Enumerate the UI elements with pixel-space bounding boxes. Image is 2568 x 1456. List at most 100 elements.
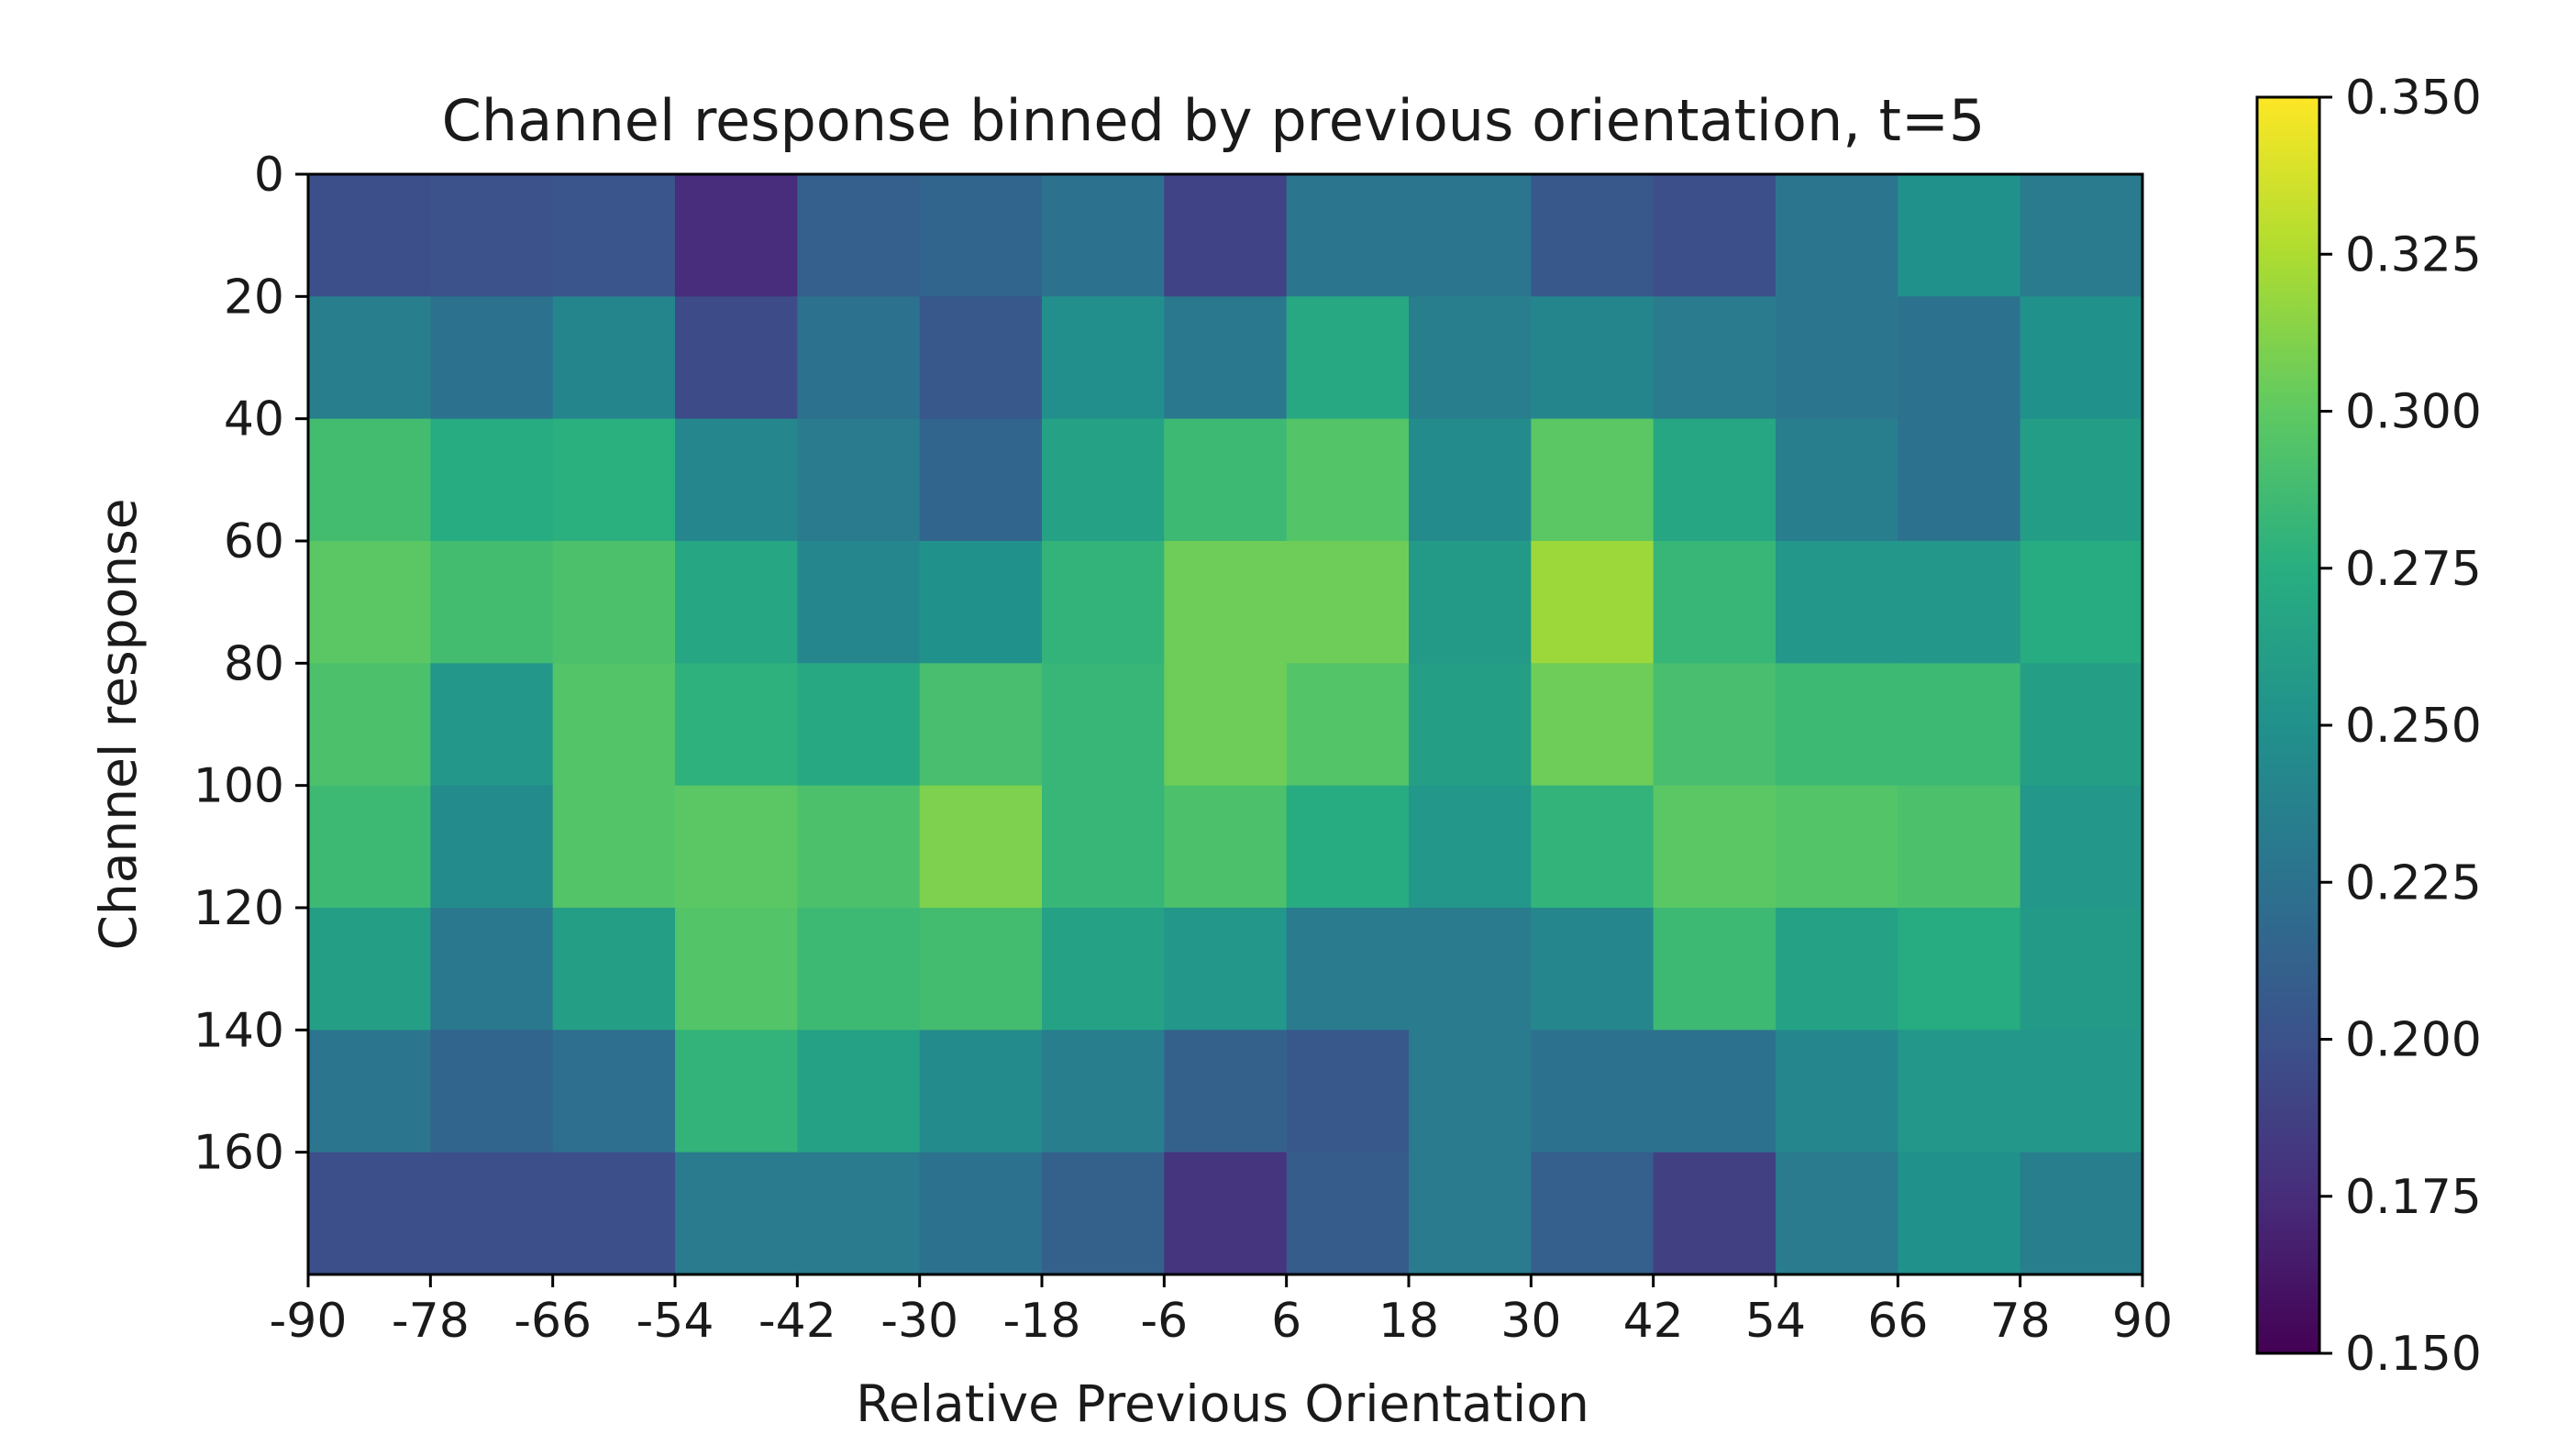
colorbar-tick-label: 0.300	[2345, 385, 2482, 440]
heatmap-cell	[1898, 785, 2021, 909]
heatmap-cell	[1531, 1030, 1655, 1153]
heatmap-cell	[1776, 785, 1898, 909]
y-tick-label: 40	[224, 392, 284, 447]
heatmap-cell	[308, 663, 431, 787]
heatmap-cell	[1164, 174, 1288, 297]
heatmap-cell	[1409, 908, 1532, 1031]
heatmap-cell	[919, 785, 1043, 909]
colorbar-tick-label: 0.150	[2345, 1327, 2482, 1382]
y-axis: 0 20 40 60 80 100 120 140 160	[194, 148, 308, 1181]
x-tick-label: -30	[880, 1294, 958, 1349]
heatmap-cell	[675, 1030, 798, 1153]
heatmap-cell	[1042, 785, 1165, 909]
heatmap-cell	[797, 1152, 921, 1275]
heatmap-cell	[1164, 908, 1288, 1031]
heatmap-cell	[1286, 908, 1410, 1031]
heatmap-cell	[1409, 296, 1532, 420]
heatmap-cell	[1164, 418, 1288, 542]
colorbar	[2255, 95, 2321, 1355]
heatmap-cell	[1409, 174, 1532, 297]
heatmap-cell	[797, 1030, 921, 1153]
heatmap-cell	[1898, 541, 2021, 664]
heatmap-cell	[675, 908, 798, 1031]
x-tick-label: -18	[1003, 1294, 1081, 1349]
heatmap-cell	[552, 296, 676, 420]
heatmap-cell	[1531, 174, 1655, 297]
heatmap-cell	[308, 296, 431, 420]
x-tick-label: 54	[1745, 1294, 1806, 1349]
heatmap-cell	[1409, 785, 1532, 909]
plot-frame	[306, 172, 2144, 1276]
colorbar-tick-label: 0.200	[2345, 1013, 2482, 1068]
x-tick-label: -78	[392, 1294, 470, 1349]
x-axis-label: Relative Previous Orientation	[856, 1374, 1589, 1433]
heatmap-cell	[2020, 1030, 2143, 1153]
heatmap-cell	[1531, 541, 1655, 664]
heatmap-cell	[430, 296, 554, 420]
heatmap-cell	[1164, 1152, 1288, 1275]
heatmap-cell	[2020, 908, 2143, 1031]
heatmap-cell	[308, 785, 431, 909]
heatmap-cell	[1531, 418, 1655, 542]
heatmap-cell	[1653, 908, 1777, 1031]
heatmap-cell	[552, 1030, 676, 1153]
heatmap-cell	[1653, 296, 1777, 420]
y-tick-label: 100	[194, 759, 284, 814]
heatmap-cell	[552, 418, 676, 542]
heatmap-cell	[1164, 1030, 1288, 1153]
x-tick-label: 30	[1500, 1294, 1561, 1349]
heatmap-cell	[430, 541, 554, 664]
colorbar-tick-label: 0.350	[2345, 71, 2482, 126]
y-axis-label: Channel response	[89, 498, 148, 950]
heatmap-cell	[1653, 418, 1777, 542]
heatmap-cell	[797, 663, 921, 787]
heatmap-cell	[1286, 174, 1410, 297]
heatmap-cell	[1531, 785, 1655, 909]
heatmap-cell	[919, 418, 1043, 542]
heatmap-cell	[2020, 541, 2143, 664]
heatmap-cell	[2020, 663, 2143, 787]
heatmap-cell	[1164, 663, 1288, 787]
colorbar-tick-label: 0.250	[2345, 699, 2482, 754]
heatmap-cell	[1898, 1152, 2021, 1275]
heatmap-cell	[1898, 174, 2021, 297]
x-tick-label: -90	[270, 1294, 348, 1349]
heatmap-cell	[1776, 663, 1898, 787]
heatmap-cell	[1898, 418, 2021, 542]
heatmap-cell	[919, 296, 1043, 420]
heatmap-cell	[308, 908, 431, 1031]
y-tick-label: 60	[224, 514, 284, 569]
x-tick-label: -6	[1140, 1294, 1188, 1349]
heatmap-cell	[919, 1152, 1043, 1275]
heatmap-cell	[675, 174, 798, 297]
heatmap-cell	[1653, 785, 1777, 909]
heatmap-cell	[1409, 663, 1532, 787]
heatmap-cell	[1164, 785, 1288, 909]
heatmap-cell	[797, 418, 921, 542]
heatmap-cell	[430, 174, 554, 297]
heatmap-cell	[1042, 663, 1165, 787]
heatmap-cell	[1286, 663, 1410, 787]
heatmap-cell	[919, 663, 1043, 787]
y-tick-label: 120	[194, 881, 284, 936]
heatmap-cell	[797, 296, 921, 420]
heatmap-cell	[1409, 418, 1532, 542]
x-tick-label: 6	[1271, 1294, 1301, 1349]
heatmap-cell	[430, 785, 554, 909]
heatmap-cell	[2020, 296, 2143, 420]
x-tick-label: 66	[1867, 1294, 1928, 1349]
heatmap-cell	[1042, 296, 1165, 420]
heatmap-cell	[1653, 174, 1777, 297]
heatmap-cell	[919, 174, 1043, 297]
heatmap-cell	[1531, 1152, 1655, 1275]
heatmap-cell	[919, 1030, 1043, 1153]
heatmap-cell	[1653, 541, 1777, 664]
x-tick-label: 78	[1990, 1294, 2051, 1349]
heatmap-cell	[308, 541, 431, 664]
x-tick-label: 42	[1623, 1294, 1684, 1349]
heatmap-cell	[675, 1152, 798, 1275]
heatmap-cell	[1286, 418, 1410, 542]
heatmap-cell	[919, 908, 1043, 1031]
heatmap-cell	[1776, 908, 1898, 1031]
